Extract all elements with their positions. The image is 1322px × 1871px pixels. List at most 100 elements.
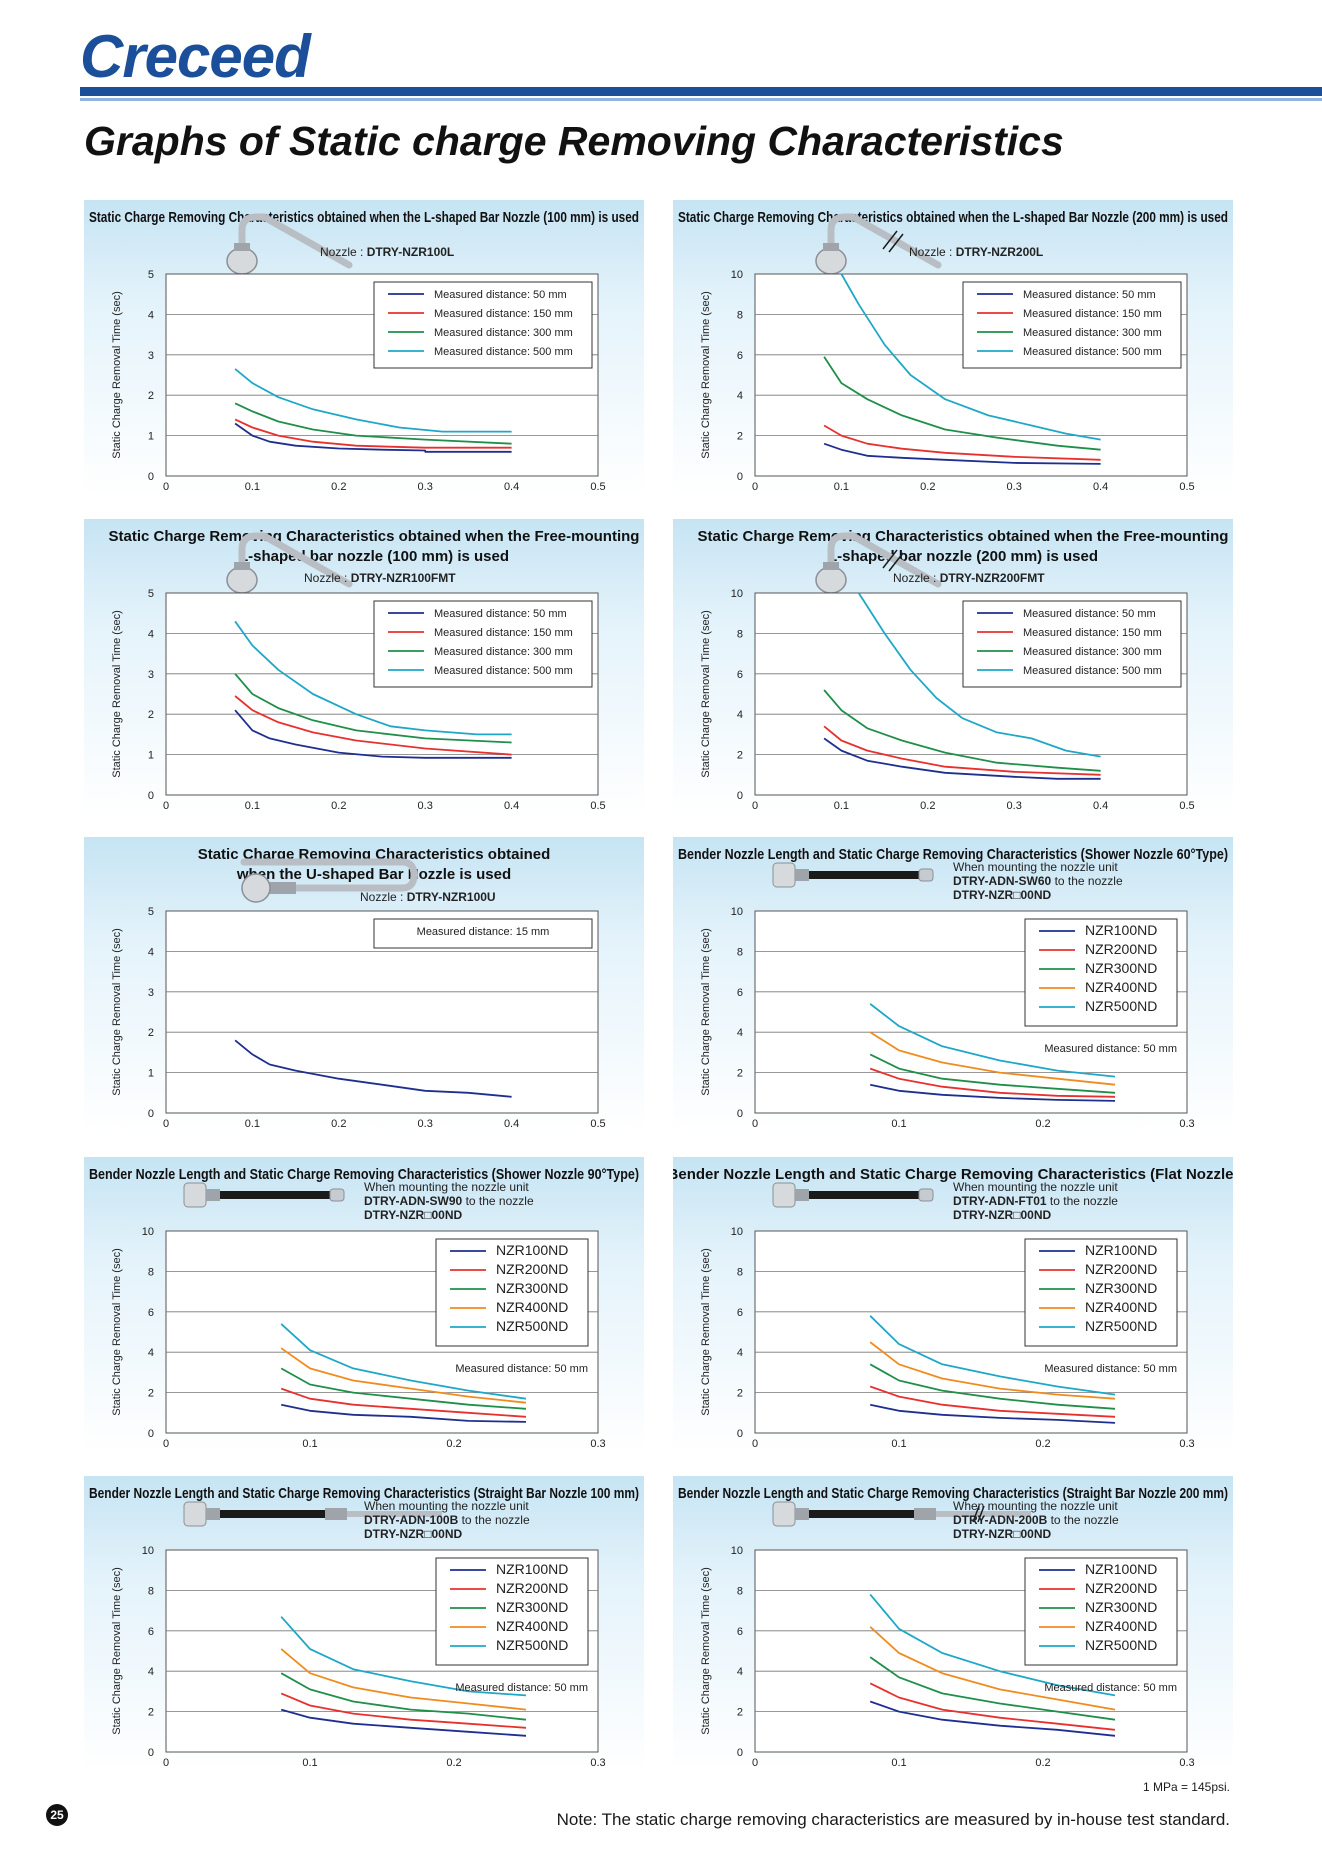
y-tick-label: 6 [737,1307,743,1319]
measured-distance-note: Measured distance: 50 mm [455,1363,588,1375]
chart-panel: Bender Nozzle Length and Static Charge R… [673,837,1233,1137]
x-tick-label: 0.3 [418,1118,433,1130]
y-tick-label: 0 [737,1428,743,1440]
legend-label: Measured distance: 50 mm [434,289,567,301]
chart-panel: Static Charge Removing Characteristics o… [673,519,1233,819]
series-line [281,1403,527,1423]
y-tick-label: 2 [148,1388,154,1400]
x-tick-label: 0.5 [1179,481,1194,493]
series-line [234,709,512,759]
x-axis-label: Supply Air Pressure (MPa) [297,1136,427,1137]
series-line [869,1682,1116,1731]
x-tick-label: 0.1 [891,1757,906,1769]
series-line [869,1031,1116,1086]
y-tick-label: 5 [148,269,154,281]
chart-title: when the U-shaped Bar Nozzle is used [236,866,511,883]
y-tick-label: 4 [148,1347,154,1359]
legend-label: NZR300ND [1085,1280,1157,1296]
y-tick-label: 6 [148,1626,154,1638]
x-tick-label: 0.3 [1007,800,1022,812]
unit-conversion-note: 1 MPa = 145psi. [1142,1780,1230,1794]
legend-box [373,600,593,688]
series-line [870,1403,1116,1424]
series-line [234,620,512,736]
chart-title: L-shaped bar nozzle (100 mm) is used [239,548,509,565]
y-tick-label: 10 [142,1226,154,1238]
legend-label: NZR300ND [496,1280,568,1296]
chart-title: Bender Nozzle Length and Static Charge R… [678,846,1228,863]
series-line [234,418,512,449]
y-tick-label: 6 [737,350,743,362]
y-tick-label: 0 [148,471,154,483]
x-tick-label: 0 [163,1757,169,1769]
page-number: 25 [46,1804,68,1826]
x-tick-label: 0.1 [834,800,849,812]
series-line [869,1315,1116,1396]
y-tick-label: 3 [148,669,154,681]
legend-box [1024,918,1178,1027]
x-tick-label: 0.1 [891,1118,906,1130]
x-tick-label: 0.1 [302,1438,317,1450]
series-line [869,1341,1116,1400]
mount-note-line: When mounting the nozzle unit [364,1499,529,1513]
x-tick-label: 0.2 [446,1438,461,1450]
chart-panel: Static Charge Removing Characteristics o… [84,519,644,819]
x-tick-label: 0.1 [245,800,260,812]
series-line [869,1593,1116,1697]
x-tick-label: 0.2 [1035,1118,1050,1130]
y-tick-label: 8 [737,946,743,958]
x-tick-label: 0.3 [1179,1438,1194,1450]
y-tick-label: 4 [737,709,743,721]
chart-title: L-shaped bar nozzle (200 mm) is used [828,548,1098,565]
legend-label: NZR400ND [496,1618,568,1634]
measured-distance-note: Measured distance: 50 mm [1044,1363,1177,1375]
series-line [870,1083,1116,1102]
y-tick-label: 8 [148,1585,154,1597]
legend-label: Measured distance: 15 mm [417,926,550,938]
chart-title: Bender Nozzle Length and Static Charge R… [89,1166,639,1183]
x-tick-label: 0.3 [418,800,433,812]
y-tick-label: 2 [148,1707,154,1719]
mount-note-line: DTRY-NZR□00ND [953,1208,1051,1222]
series-line [234,695,512,756]
chart-svg: Bender Nozzle Length and Static Charge R… [89,1166,639,1457]
y-axis-label: Static Charge Removal Time (sec) [700,610,712,778]
chart-title: Static Charge Removing Characteristics o… [109,528,640,545]
x-tick-label: 0.4 [504,1118,519,1130]
y-tick-label: 10 [731,906,743,918]
x-tick-label: 0.2 [920,800,935,812]
x-tick-label: 0.1 [245,481,260,493]
y-tick-label: 0 [148,790,154,802]
y-tick-label: 8 [737,1266,743,1278]
x-tick-label: 0.2 [1035,1757,1050,1769]
x-tick-label: 0.3 [418,481,433,493]
mount-note-line: DTRY-NZR□00ND [364,1527,462,1541]
legend-label: NZR300ND [1085,1599,1157,1615]
legend-box [962,281,1182,369]
legend-label: NZR500ND [1085,1318,1157,1334]
y-tick-label: 4 [737,1347,743,1359]
legend-label: NZR400ND [1085,1618,1157,1634]
legend-label: NZR200ND [496,1261,568,1277]
legend-box [373,281,593,369]
x-axis-label: Supply Air Pressure (MPa) [886,1136,1016,1137]
chart-panel: Bender Nozzle Length and Static Charge R… [673,1157,1233,1457]
y-tick-label: 5 [148,588,154,600]
chart-title: Bender Nozzle Length and Static Charge R… [89,1485,639,1502]
x-tick-label: 0 [163,1438,169,1450]
legend-box [962,600,1182,688]
nozzle-illustration-icon [183,1501,442,1527]
series-line [869,1700,1116,1737]
chart-title: Bender Nozzle Length and Static Charge R… [673,1166,1233,1183]
x-tick-label: 0.3 [590,1757,605,1769]
x-tick-label: 0 [163,1118,169,1130]
y-tick-label: 0 [737,1108,743,1120]
mount-note-line: DTRY-ADN-FT01 to the nozzle [953,1194,1118,1208]
x-tick-label: 0.4 [504,800,519,812]
legend-label: NZR100ND [496,1561,568,1577]
nozzle-illustration-icon [183,1182,345,1208]
chart-panel: Static Charge Removing Characteristics o… [84,837,644,1137]
legend-label: NZR100ND [1085,1242,1157,1258]
legend-label: Measured distance: 150 mm [434,308,573,320]
series-line [869,1626,1116,1711]
